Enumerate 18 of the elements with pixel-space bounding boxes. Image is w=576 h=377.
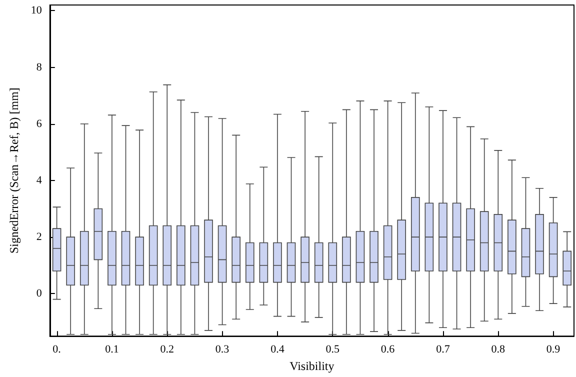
x-tick-label: 0.8 <box>491 344 506 356</box>
x-axis-title: Visibility <box>290 359 334 373</box>
x-tick-label: 0.9 <box>546 344 561 356</box>
x-tick-label: 0.6 <box>380 344 396 356</box>
y-tick-label: 2 <box>36 231 42 244</box>
y-tick-label: 4 <box>36 174 42 186</box>
x-tick-label: 0.7 <box>436 344 450 356</box>
y-tick-label: 8 <box>36 61 42 74</box>
x-tick-label: 0.4 <box>270 344 285 356</box>
x-tick-label: 0.2 <box>160 344 174 356</box>
x-tick-label: 0.5 <box>326 344 340 356</box>
x-tick-label: 0.1 <box>105 344 119 356</box>
x-tick-label: 0. <box>52 344 62 356</box>
x-tick-label: 0.3 <box>215 344 230 356</box>
y-tick-label: 6 <box>36 118 42 130</box>
y-axis-title: SignedError (Scan→Ref, B) [mm] <box>7 88 21 254</box>
y-tick-label: 10 <box>30 4 42 17</box>
y-tick-label: 0 <box>36 288 42 300</box>
